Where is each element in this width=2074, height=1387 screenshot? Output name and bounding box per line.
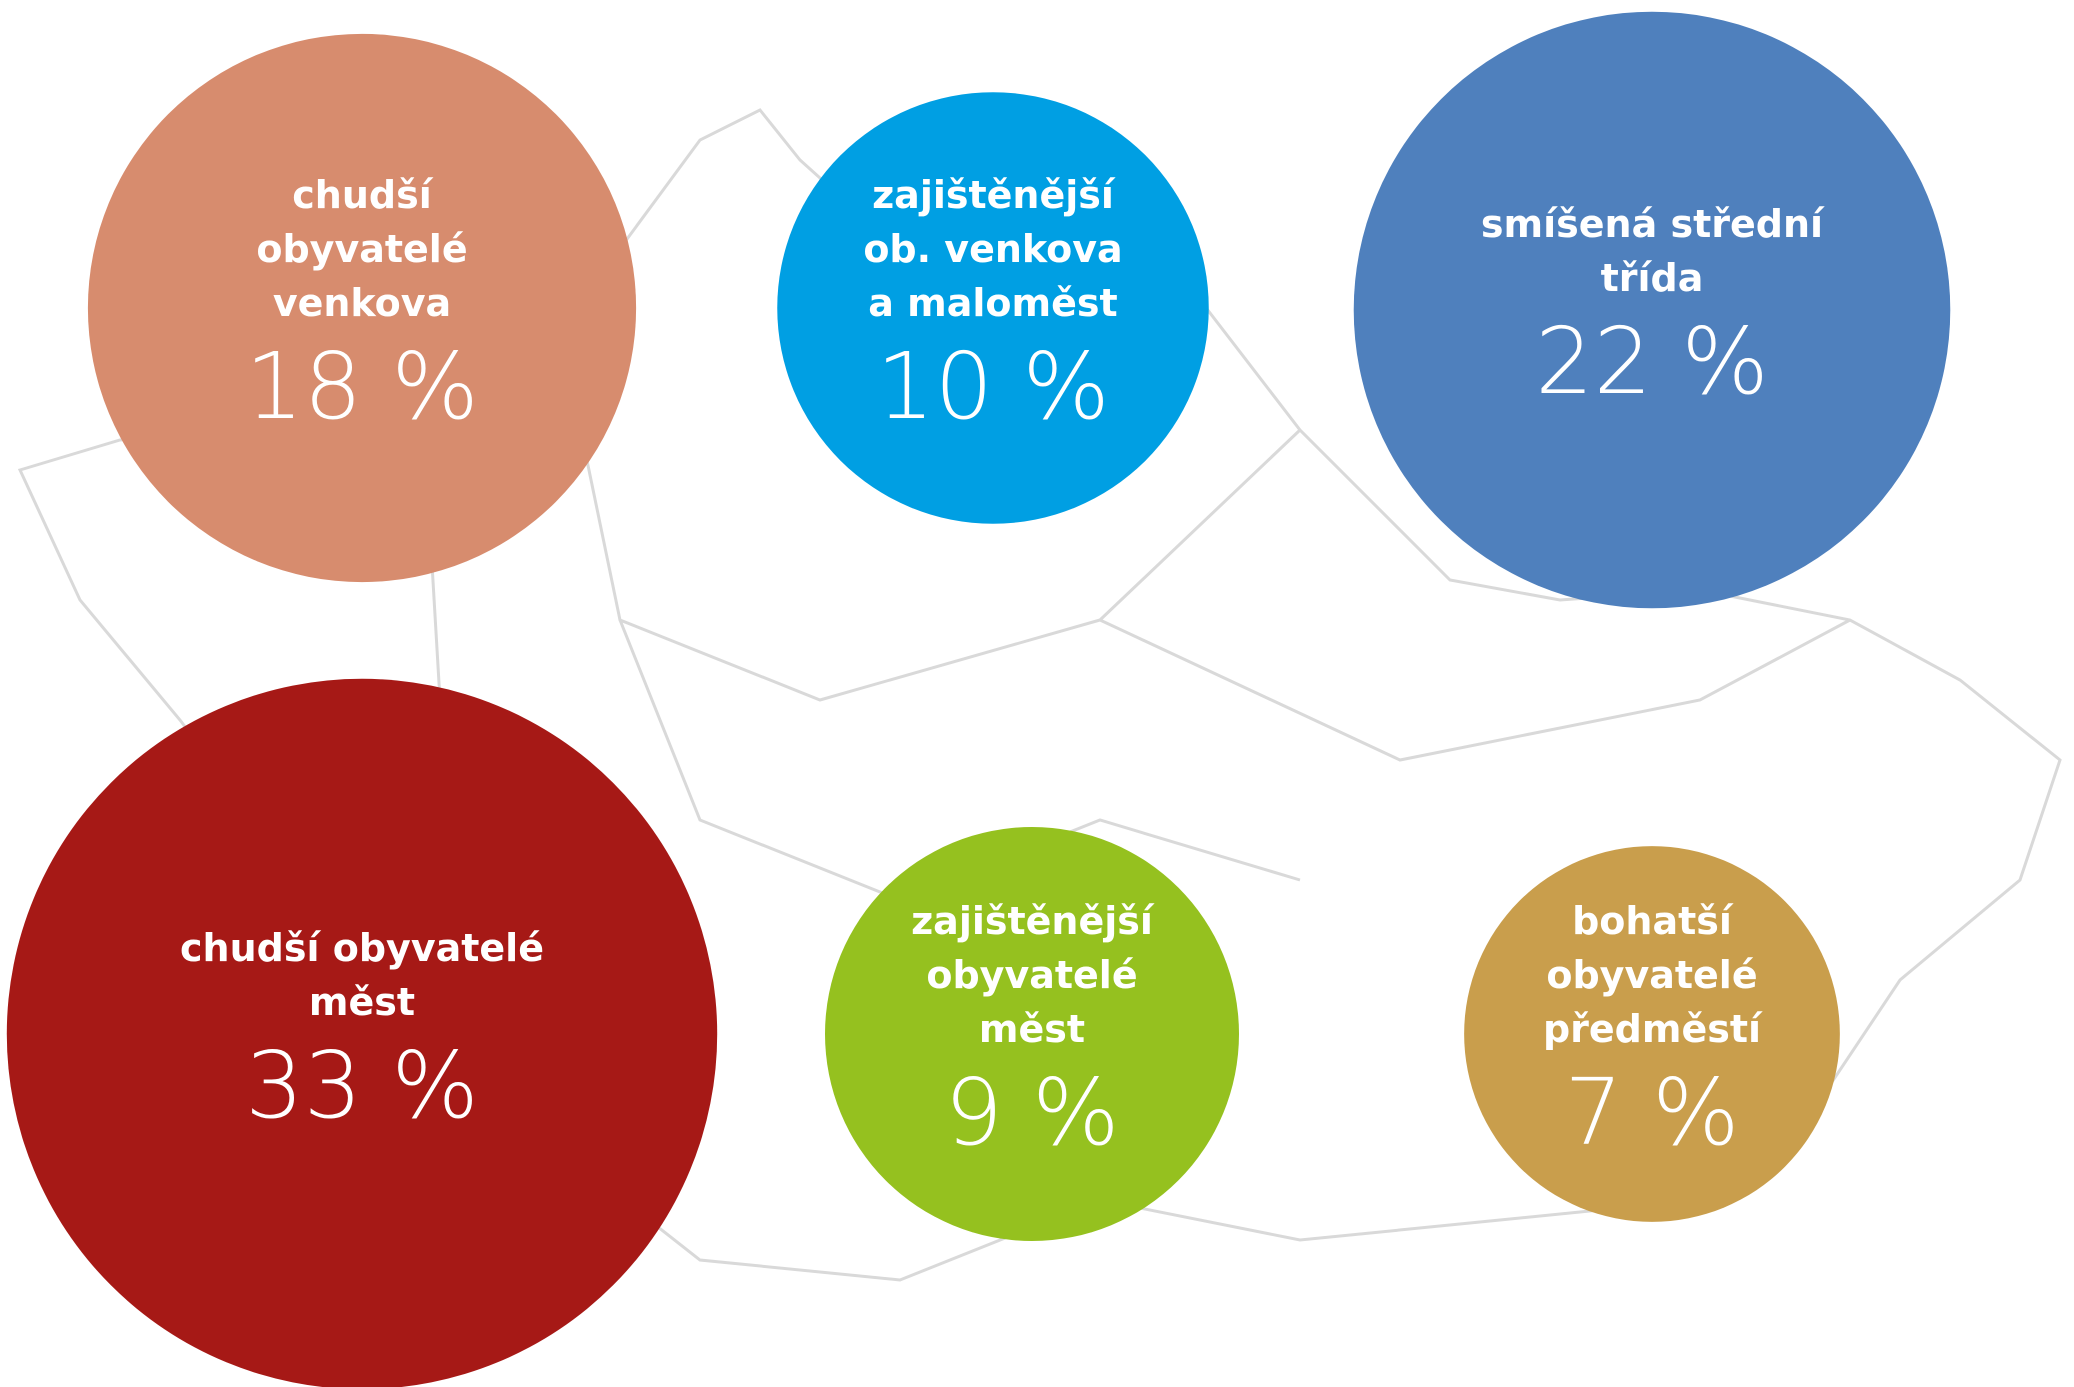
bubble-label: venkova xyxy=(273,281,451,325)
bubble-label: chudší obyvatelé xyxy=(180,926,544,970)
value-label: 22 % xyxy=(1535,308,1769,415)
bubble-label: zajištěnější xyxy=(872,173,1116,217)
bubble-label: měst xyxy=(979,1007,1085,1051)
value-label: 10 % xyxy=(876,333,1110,440)
bubble xyxy=(87,33,637,583)
bubble-label: bohatší xyxy=(1572,899,1734,943)
bubble xyxy=(825,827,1239,1241)
bubble xyxy=(777,92,1209,524)
bubble-label: měst xyxy=(309,980,415,1024)
bubble xyxy=(1353,11,1951,609)
value-label: 33 % xyxy=(245,1032,479,1139)
bubble-label: zajištěnější xyxy=(911,899,1155,943)
bubble-label: obyvatelé xyxy=(256,227,467,271)
value-label: 18 % xyxy=(245,333,479,440)
bubble-label: předměstí xyxy=(1543,1007,1763,1051)
bubble-label: a maloměst xyxy=(868,281,1117,325)
bubble-label: smíšená střední xyxy=(1481,202,1825,246)
bubble-label: třída xyxy=(1601,256,1704,300)
bubble-label: obyvatelé xyxy=(926,953,1137,997)
bubble-label: chudší xyxy=(292,173,433,217)
bubble xyxy=(1464,846,1840,1222)
bubble-label: obyvatelé xyxy=(1546,953,1757,997)
bubble-label: ob. venkova xyxy=(863,227,1122,271)
bubble xyxy=(6,678,718,1387)
value-label: 9 % xyxy=(944,1059,1119,1166)
value-label: 7 % xyxy=(1564,1059,1739,1166)
